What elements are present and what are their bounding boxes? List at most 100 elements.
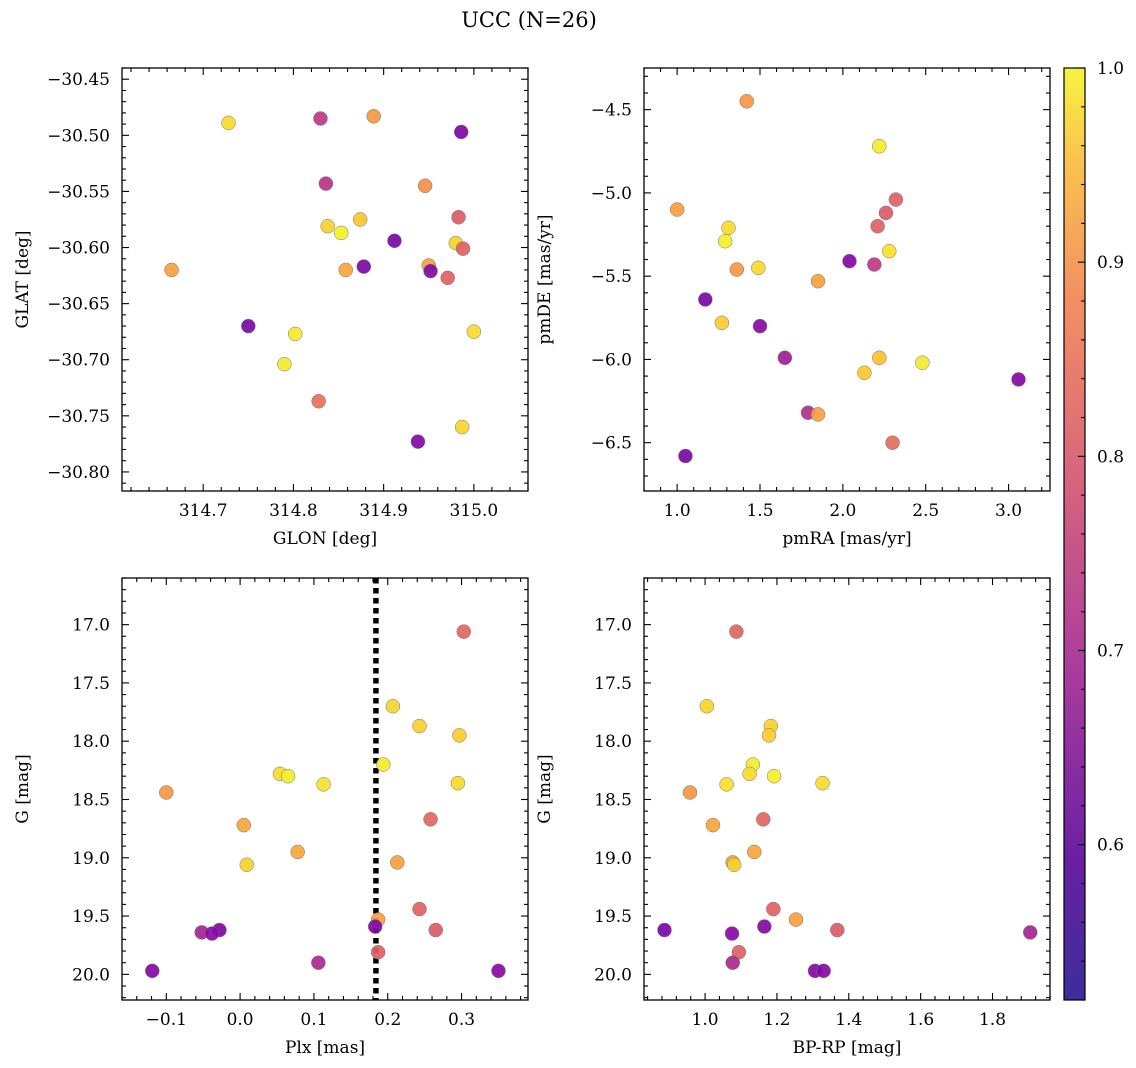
y-tick-label: −30.70 <box>47 351 110 371</box>
scatter-point <box>453 124 469 140</box>
scatter-point <box>915 355 930 371</box>
scatter-point <box>318 176 334 191</box>
scatter-point <box>221 115 236 131</box>
x-tick-label: 0.2 <box>374 1010 401 1030</box>
scatter-point <box>454 419 470 435</box>
scatter-point <box>451 209 466 225</box>
scatter-point <box>882 243 897 259</box>
scatter-point <box>719 777 734 792</box>
scatter-point <box>440 270 455 286</box>
scatter-point <box>724 926 740 941</box>
x-axis-label: GLON [deg] <box>273 529 377 549</box>
colorbar-tick-label: 0.6 <box>1097 836 1124 856</box>
scatter-point <box>842 253 857 269</box>
panel-3: −0.1 0.0 0.1 0.2 0.3 17.0 17.5 18.0 18.5 19.0 19.5… <box>13 577 529 1058</box>
x-tick-label: 0.0 <box>227 1010 254 1030</box>
scatter-point <box>290 844 305 860</box>
scatter-point <box>164 262 179 278</box>
x-tick-label: 314.7 <box>179 501 228 521</box>
scatter-point <box>705 817 721 833</box>
scatter-point <box>450 775 466 791</box>
scatter-point <box>714 315 730 331</box>
x-tick-label: 314.9 <box>359 501 408 521</box>
scatter-point <box>287 326 303 342</box>
scatter-point <box>356 259 372 274</box>
colorbar-tick-label: 0.9 <box>1097 253 1124 273</box>
y-axis-label: pmDE [mas/yr] <box>535 214 555 344</box>
scatter-point <box>338 262 354 278</box>
y-tick-label: 18.0 <box>72 732 110 752</box>
x-axis-label: BP-RP [mag] <box>793 1038 902 1058</box>
x-tick-label: 1.8 <box>979 1010 1006 1030</box>
scatter-point <box>452 728 467 743</box>
scatter-point <box>872 139 887 154</box>
scatter-point <box>766 901 781 917</box>
y-tick-label: 17.5 <box>594 674 632 694</box>
y-axis-label: GLAT [deg] <box>13 230 33 328</box>
scatter-point <box>885 435 900 450</box>
scatter-point <box>816 963 831 979</box>
scatter-point <box>491 963 506 979</box>
scatter-point <box>729 262 745 277</box>
scatter-point <box>888 192 904 207</box>
y-tick-label: 17.0 <box>594 616 632 636</box>
scatter-point <box>385 698 401 714</box>
scatter-point <box>857 365 872 381</box>
scatter-point <box>878 205 894 221</box>
scatter-point <box>412 718 427 734</box>
scatter-point <box>423 263 438 279</box>
scatter-point <box>810 407 826 422</box>
y-tick-label: −4.5 <box>591 101 632 121</box>
y-tick-label: −6.5 <box>591 434 632 454</box>
x-tick-label: 1.0 <box>664 501 691 521</box>
y-tick-label: 18.0 <box>594 732 632 752</box>
scatter-point <box>428 922 443 938</box>
y-tick-label: −30.60 <box>47 239 110 259</box>
scatter-point <box>370 944 386 960</box>
x-tick-label: 1.2 <box>763 1010 790 1030</box>
y-tick-label: 18.5 <box>72 790 110 810</box>
y-tick-label: 17.5 <box>72 674 110 694</box>
scatter-point <box>456 624 472 639</box>
x-tick-label: 0.1 <box>300 1010 327 1030</box>
y-tick-label: −30.45 <box>47 70 110 90</box>
scatter-point <box>376 757 391 772</box>
scatter-point <box>699 698 715 714</box>
colorbar-tick-label: 1.0 <box>1097 59 1124 79</box>
axes-frame <box>121 67 529 492</box>
scatter-point <box>204 926 220 941</box>
scatter-point <box>145 963 160 979</box>
scatter-point <box>455 241 471 256</box>
y-axis-label: G [mag] <box>535 754 555 823</box>
scatter-point <box>410 434 426 449</box>
y-tick-label: −30.80 <box>47 463 110 483</box>
scatter-point <box>761 728 777 743</box>
scatter-point <box>751 260 766 276</box>
colorbar: 0.6 0.7 0.8 0.9 1.0 <box>1063 59 1124 1001</box>
x-tick-label: 2.0 <box>829 501 856 521</box>
scatter-point <box>316 777 331 792</box>
y-tick-label: 19.5 <box>594 907 632 927</box>
axes-frame <box>643 67 1051 492</box>
scatter-point <box>867 257 882 272</box>
x-axis-label: Plx [mas] <box>285 1038 365 1058</box>
figure-title: UCC (N=26) <box>461 8 597 32</box>
scatter-point <box>682 785 698 800</box>
scatter-point <box>788 912 804 927</box>
scatter-point <box>669 202 685 217</box>
y-tick-label: 19.0 <box>72 849 110 869</box>
scatter-point <box>313 111 328 126</box>
scatter-point <box>725 955 740 970</box>
x-tick-label: 1.0 <box>692 1010 719 1030</box>
scatter-point <box>752 318 768 334</box>
x-tick-label: 2.5 <box>912 501 939 521</box>
y-tick-label: 17.0 <box>72 616 110 636</box>
colorbar-tick-label: 0.8 <box>1097 447 1124 467</box>
scatter-point <box>466 324 482 339</box>
axes-frame <box>643 577 1051 1001</box>
y-tick-label: 20.0 <box>594 965 632 985</box>
y-tick-label: −5.5 <box>591 267 632 287</box>
panel-1: 314.7 314.8 314.9 315.0 −30.45 −30.50 −30.55 −3… <box>13 67 529 549</box>
panel-4: 1.0 1.2 1.4 1.6 1.8 17.0 17.5 18.0 18.5 19.0 19.5 2… <box>535 577 1051 1058</box>
scatter-point <box>726 857 742 873</box>
